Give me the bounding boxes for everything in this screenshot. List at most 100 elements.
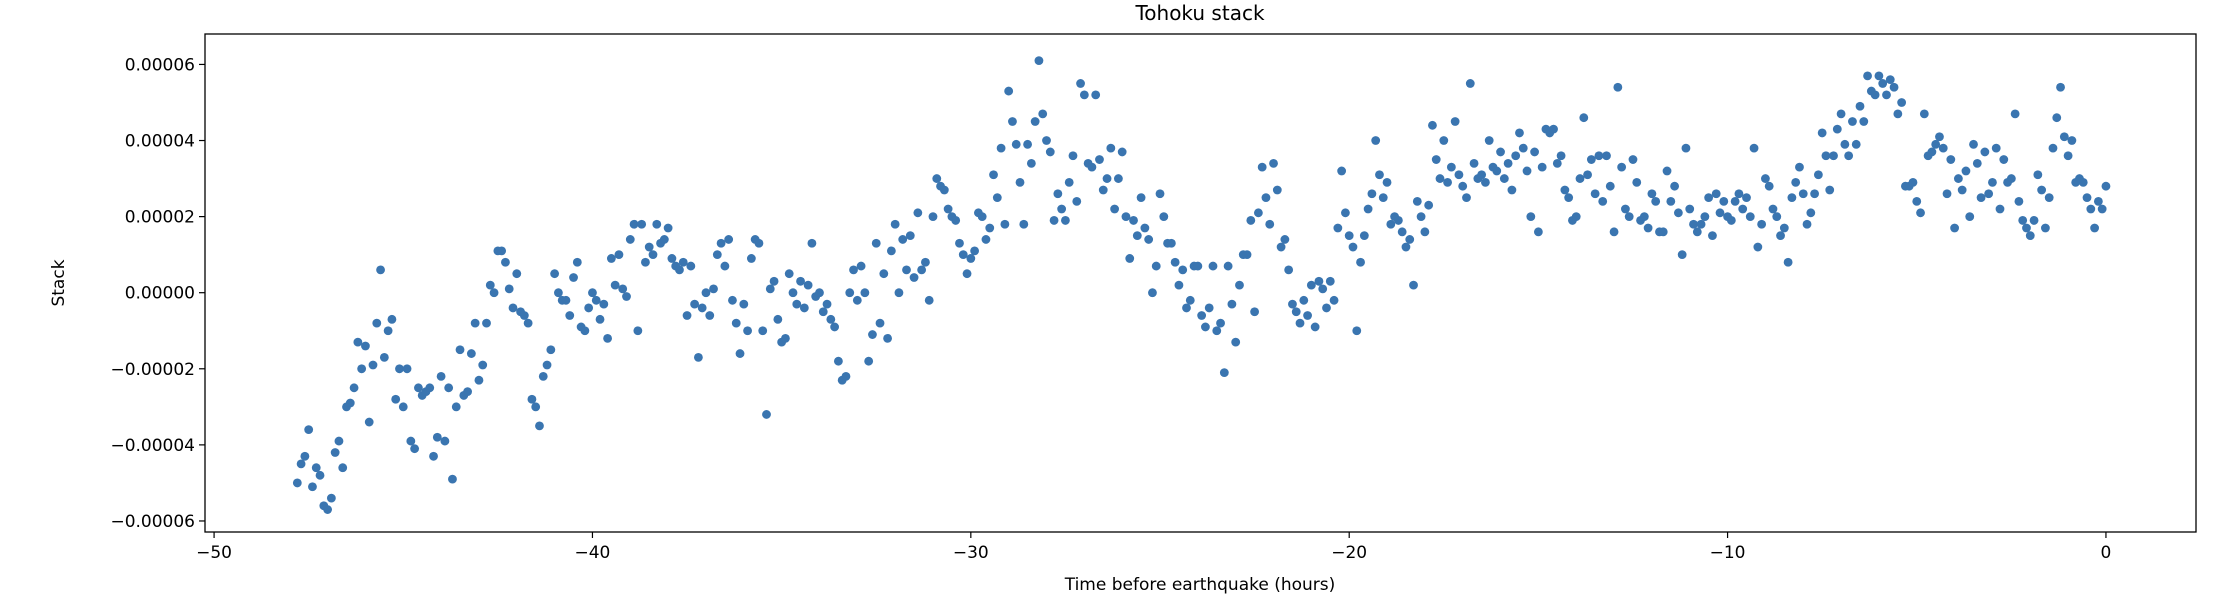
data-point [1829,151,1838,161]
data-point [939,185,949,195]
data-point [1515,128,1524,138]
data-point [1098,185,1108,195]
data-point [1692,227,1702,237]
data-point [1586,155,1596,164]
data-point [659,235,669,244]
data-point [466,349,476,358]
data-point [641,257,650,267]
data-point [1908,177,1918,187]
data-point [308,482,317,492]
data-point [1136,193,1146,202]
data-point [425,383,435,393]
x-tick-label: 0 [2101,543,2112,563]
data-point [1878,79,1888,88]
data-point [648,250,658,260]
data-point [614,250,624,260]
data-point [1851,139,1861,149]
data-point [1753,242,1763,252]
data-point [1496,147,1505,157]
data-point [1670,181,1680,191]
data-point [504,284,514,294]
data-point [1087,162,1097,172]
data-point [1806,208,1816,218]
data-point [951,216,961,225]
data-point [1749,143,1759,153]
data-point [2029,216,2039,225]
data-point [902,265,911,275]
data-point [1708,231,1717,241]
data-point [1795,162,1804,172]
data-point [591,295,601,305]
data-point [1704,193,1714,202]
data-point [1219,368,1229,377]
data-point [489,288,499,298]
data-point [2033,170,2043,180]
data-point [1492,166,1502,176]
data-point [1201,322,1210,332]
data-point [572,257,582,267]
data-point [743,326,752,336]
data-point [1170,257,1180,267]
data-point [1651,196,1661,206]
data-point [1761,174,1770,183]
data-point [962,269,972,279]
data-point [353,337,363,347]
data-point [1019,219,1029,229]
data-point [1450,117,1460,126]
data-point [1552,158,1562,168]
data-point [1341,208,1350,218]
data-point [1696,219,1706,229]
data-point [769,276,779,286]
data-point [921,257,930,267]
data-point [1371,136,1381,145]
data-point [1628,155,1638,164]
data-point [2101,181,2111,191]
y-tick-label: −0.00004 [110,436,195,456]
data-point [1148,288,1157,298]
data-point [1132,231,1142,241]
data-point [1113,174,1123,183]
data-point [1322,303,1331,313]
data-point [886,246,896,256]
data-point [788,288,798,298]
data-point [376,265,385,275]
data-point [565,311,575,320]
data-point [1458,181,1468,191]
data-point [1034,56,1044,66]
data-point [1503,158,1513,168]
data-point [754,238,764,248]
data-point [833,356,843,366]
data-point [580,326,590,336]
data-point [1284,265,1294,275]
data-point [1110,204,1120,214]
data-point [1106,143,1116,153]
data-point [383,326,393,336]
data-point [304,425,314,435]
data-point [1446,162,1456,172]
data-point [1991,143,2001,153]
data-point [830,322,840,332]
data-point [315,470,325,480]
data-point [1639,212,1649,222]
data-point [1995,204,2005,214]
data-point [1004,86,1014,96]
data-point [871,238,881,248]
data-point [1726,216,1736,225]
data-point [531,402,541,412]
data-point [1946,155,1956,164]
data-point [1038,109,1048,119]
data-point [709,284,718,294]
data-point [2014,196,2024,206]
data-point [1685,204,1695,214]
data-point [1840,139,1850,149]
data-point [1095,155,1104,164]
data-point [883,333,892,343]
data-point [958,250,968,260]
data-point [561,295,571,305]
data-point [2041,223,2050,233]
data-point [391,394,401,404]
data-point [1057,204,1067,214]
data-point [663,223,673,233]
data-point [1617,162,1627,172]
data-point [588,288,597,298]
